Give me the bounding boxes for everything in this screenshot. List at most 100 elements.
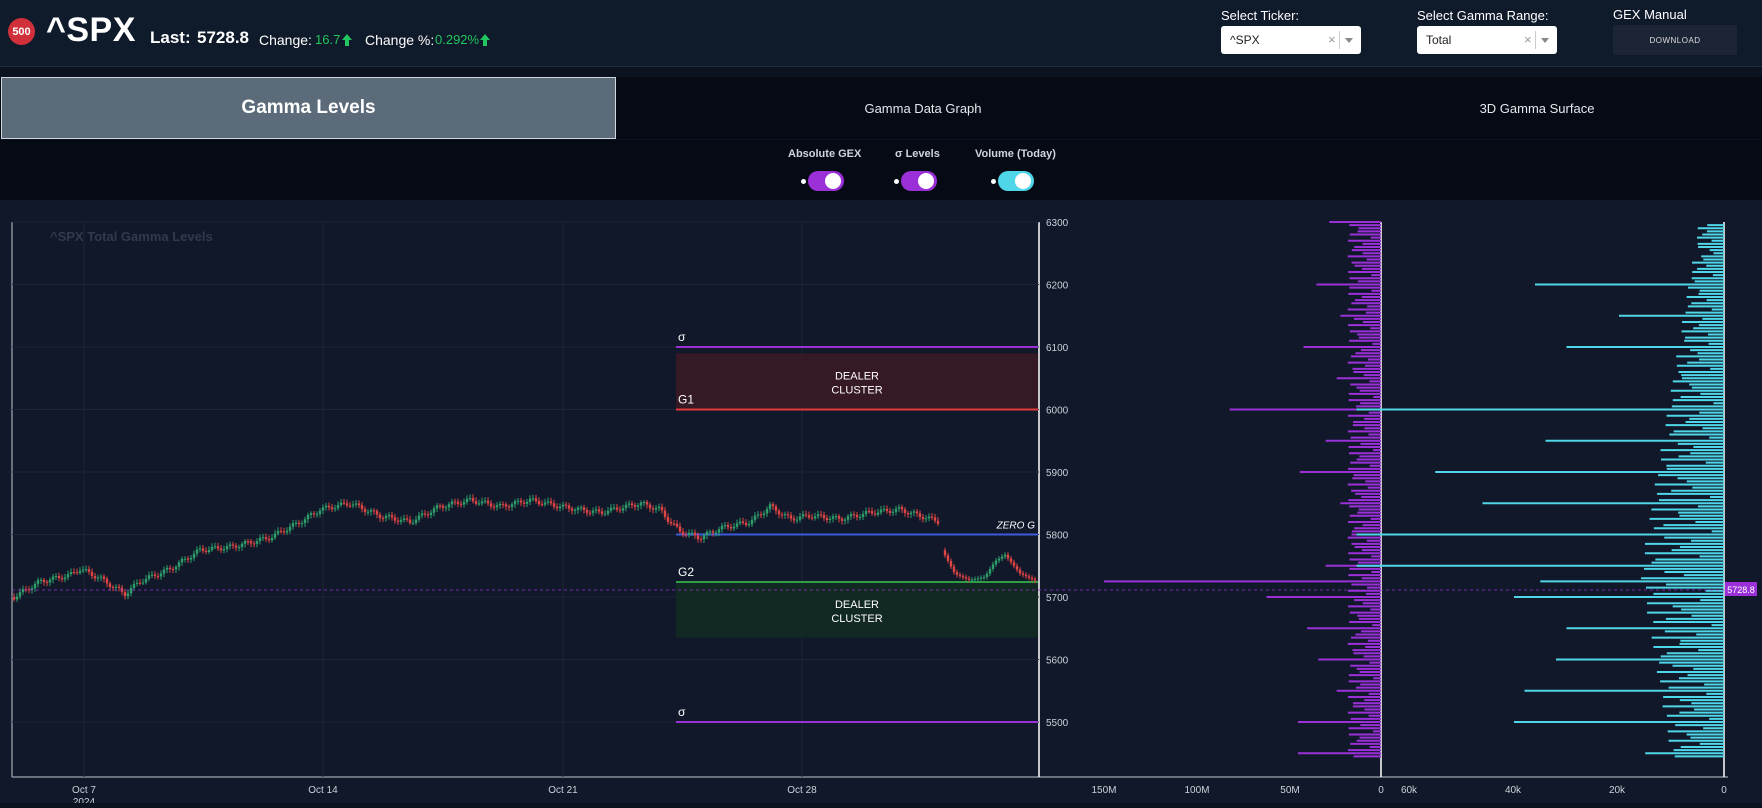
candle-body [894,508,898,512]
toggle-bar: Absolute GEX σ Levels Volume (Today) [0,140,1762,200]
candle-body [861,514,865,517]
clear-icon[interactable]: × [1328,32,1336,47]
volume-tick-label: 60k [1401,785,1418,796]
candle-body [696,535,700,539]
gex-bar [1351,261,1381,264]
candle-body [189,557,193,560]
candle-body [690,532,694,534]
gex-bar [1349,339,1381,342]
volume-bar [1693,667,1724,670]
ticker-select[interactable]: ^SPX × [1221,26,1361,54]
gex-bar [1347,642,1381,645]
change-label: Change: [259,32,312,48]
candle-body [90,571,94,577]
candle-body [72,572,76,574]
candle-body [276,531,280,534]
gex-bar [1359,455,1381,458]
candle-body [324,505,328,508]
candle-body [786,514,790,516]
volume-bar [1666,464,1724,467]
dealer-cluster-label: CLUSTER [831,613,882,625]
date-tick-label: Oct 7 [72,785,96,796]
gamma-range-select[interactable]: Total × [1417,26,1557,54]
chart-canvas[interactable]: DEALER CLUSTER DEALER CLUSTER σ G1 ZERO G G2σ … [0,200,1762,808]
absolute-gex-toggle[interactable] [801,171,844,191]
candle-body [312,513,316,515]
volume-bar [1653,621,1724,623]
gex-bar [1360,349,1381,352]
candle-body [834,516,838,518]
top-bar: 500 ^SPX Last: 5728.8 Change: 16.7 Chang… [0,0,1762,67]
volume-bar [1671,549,1724,552]
chevron-down-icon[interactable] [1345,38,1353,43]
candle-body [771,504,775,507]
candle-body [831,516,835,519]
volume-bar [1666,652,1724,655]
volume-bar [1710,496,1724,498]
gex-tick-label: 100M [1184,785,1209,796]
gex-bar [1351,249,1381,252]
candle-body [777,510,781,515]
candle-body [513,501,517,505]
candle-body [171,568,175,570]
sigma-levels-toggle[interactable] [894,171,937,191]
price-tick-label: 6200 [1046,281,1069,292]
volume-bar [1679,546,1724,548]
candle-body [964,577,968,579]
candle-body [558,506,562,509]
volume-bar [1691,302,1724,305]
toggle-label-sigma-levels: σ Levels [895,148,940,160]
volume-bar [1704,683,1724,686]
volume-bar [1687,305,1724,308]
toggle-dot [894,179,899,184]
candle-body [819,514,823,516]
candle-body [468,497,472,499]
tab-gamma-levels[interactable]: Gamma Levels [1,77,616,139]
candle-body [507,506,511,508]
clear-icon[interactable]: × [1524,32,1532,47]
gex-bar [1368,433,1381,436]
candle-body [45,581,49,583]
volume-bar [1678,511,1724,514]
volume-bar [1646,602,1724,605]
volume-bar [1644,567,1724,570]
volume-bar [1679,711,1724,714]
download-button[interactable]: DOWNLOAD [1613,25,1737,55]
volume-bar [1678,677,1724,680]
volume-bar [1681,374,1724,377]
ticker-select-value: ^SPX [1230,33,1260,47]
gex-bar [1349,567,1381,570]
candle-body [375,510,379,515]
tab-3d-gamma-surface[interactable]: 3D Gamma Surface [1479,100,1595,116]
volume-bar [1699,555,1724,558]
volume-bar [1691,702,1724,705]
toggle-dot [801,179,806,184]
candle-body [117,586,121,588]
gex-bar [1325,564,1381,567]
candle-body [57,576,61,578]
volume-bar [1647,611,1724,614]
volume-today-toggle[interactable] [991,171,1034,191]
candle-body [909,512,913,515]
candle-body [955,572,959,575]
candle-body [180,558,184,563]
candle-body [303,519,307,524]
chevron-down-icon[interactable] [1541,38,1549,43]
gex-bar [1360,724,1381,727]
volume-bar [1666,714,1724,717]
gex-bar [1370,517,1381,520]
tab-gamma-data-graph[interactable]: Gamma Data Graph [864,100,982,116]
candle-body [546,501,550,503]
gex-bar [1347,467,1381,470]
gex-bar [1350,664,1381,667]
volume-bar [1653,592,1724,595]
gex-bar [1348,499,1381,502]
volume-bar [1687,361,1724,364]
candle-body [979,577,983,579]
candle-body [961,576,965,578]
volume-bar [1657,492,1724,495]
candle-body [804,514,808,516]
date-tick-label: Oct 14 [308,785,338,796]
gex-bar [1355,492,1381,495]
candle-body [345,503,349,506]
